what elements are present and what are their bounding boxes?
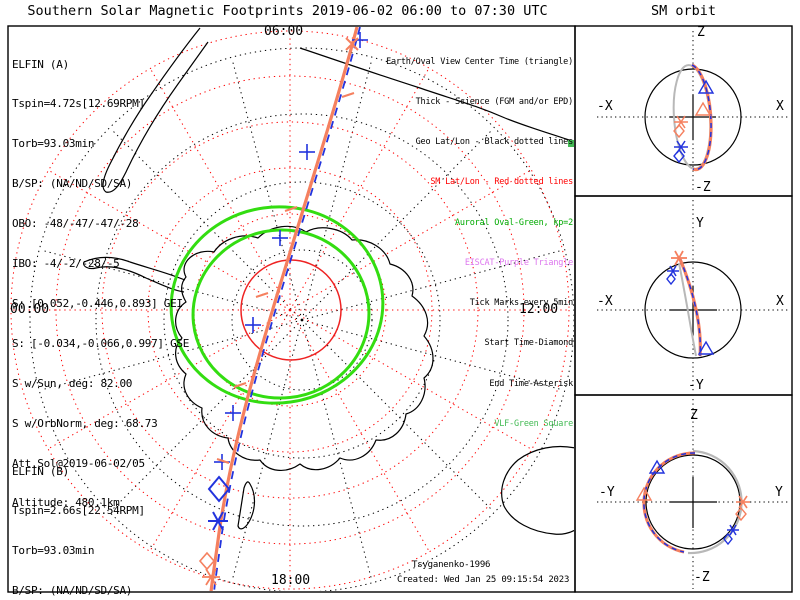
end-asterisk-elfin-a	[208, 511, 228, 531]
diamond-b	[735, 506, 747, 522]
diamond-a	[673, 148, 685, 164]
center-cross	[670, 477, 717, 528]
coastlines	[83, 27, 574, 535]
antarctica-outline	[175, 225, 434, 471]
p1-axis-left: -X	[597, 99, 613, 114]
p2-axis-left: -X	[597, 294, 613, 309]
view-center-triangle-b	[694, 101, 712, 116]
map-legend: Earth/Oval View Center Time (triangle) T…	[386, 29, 573, 458]
elfin-a-tspin: Tspin=4.72s[12.69RPM]	[12, 97, 145, 111]
orbit-elfin-a	[643, 452, 696, 553]
antarctic-peninsula	[83, 256, 186, 293]
view-center-triangle-a	[697, 340, 715, 355]
legend-auroral-oval: Auroral Oval-Green, kp=2	[454, 217, 573, 228]
geo-grid	[29, 47, 574, 591]
orbit-elfin-a	[691, 64, 712, 171]
elfin-a-ibo: IBO: -4/-2/-28/-5	[12, 257, 120, 271]
asterisk-b	[674, 115, 688, 129]
africa-coast	[299, 47, 574, 143]
elfin-a-info-block: ELFIN (A) Tspin=4.72s[12.69RPM] Torb=93.…	[12, 31, 189, 536]
sm-grid	[10, 30, 570, 590]
created-timestamp: Created: Wed Jan 25 09:15:54 2023	[397, 575, 570, 585]
p3-axis-top: Z	[690, 408, 698, 423]
asterisk-b	[671, 250, 687, 266]
australia-coast	[501, 445, 574, 535]
view-center-triangle-b	[635, 486, 653, 501]
footprint-track-elfin-b	[209, 27, 359, 591]
sm-orbit-title: SM orbit	[650, 3, 717, 19]
model-label: Tsyganenko-1996	[412, 560, 491, 570]
start-diamond-elfin-b	[198, 551, 216, 571]
p1-axis-right: X	[776, 99, 784, 114]
legend-thick-science: Thick - Science (FGM and/or EPD)	[415, 97, 574, 108]
elfin-a-s-gse: S: [-0.034,-0.066,0.997] GSE	[12, 336, 190, 350]
elfin-b-label: ELFIN (B)	[12, 464, 69, 478]
legend-geo-grid: Geo Lat/Lon - Black dotted lines	[415, 137, 574, 148]
elfin-b-tspin: Tspin=2.66s[22.54RPM]	[12, 504, 145, 518]
orbit-elfin-a	[679, 258, 702, 357]
elfin-a-altitude: Altitude: 480.1km	[12, 496, 120, 510]
earth-circle	[644, 261, 742, 359]
p3-axis-right: Y	[775, 485, 783, 500]
p3-axis-bottom: -Z	[694, 570, 710, 585]
earth-circle	[644, 68, 742, 166]
orbit-elfin-b	[678, 258, 702, 357]
footprint-track-elfin-a	[213, 27, 361, 591]
view-center-triangle-a	[648, 459, 666, 474]
sm-orbit-panel-xz	[597, 31, 788, 192]
mlt-label-12: 12:00	[519, 302, 559, 317]
asterisk-a	[727, 524, 739, 536]
mlt-label-00: 00:00	[10, 302, 50, 317]
elfin-a-sun-angle: S w/Sun, deg: 82.00	[12, 376, 133, 390]
diamond-a	[723, 532, 733, 546]
mlt-label-06: 06:00	[264, 24, 304, 39]
p2-axis-bottom: -Y	[688, 378, 704, 393]
p1-axis-top: Z	[697, 25, 705, 40]
legend-end-time: End Time-Asterisk	[489, 378, 573, 389]
elfin-a-orbnorm-angle: S w/OrbNorm, deg: 68.73	[12, 416, 158, 430]
legend-vlf: VLF-Green Square	[494, 418, 573, 429]
elfin-a-obo: OBO: -48/-47/-47/-28	[12, 217, 139, 231]
diamond-a	[666, 272, 676, 286]
elfin-b-torb: Torb=93.03min	[12, 544, 95, 558]
elfin-a-bsp: B/SP: (NA/ND/SD/SA)	[12, 177, 133, 191]
elfin-b-info-block: ELFIN (B) Tspin=2.66s[22.54RPM] Torb=93.…	[12, 438, 183, 600]
end-asterisk-elfin-b	[202, 568, 220, 586]
new-zealand-coast	[237, 481, 256, 530]
start-diamond-elfin-a	[207, 475, 231, 503]
diamond-b	[673, 123, 685, 139]
tick-marks-elfin-b	[216, 37, 359, 464]
sm-orbit-panel-yz	[597, 399, 788, 589]
view-center-triangle-a	[697, 79, 715, 94]
legend-center-time: Earth/Oval View Center Time (triangle)	[386, 56, 573, 67]
panel-borders	[7, 25, 793, 593]
elfin-a-torb: Torb=93.03min	[12, 137, 95, 151]
legend-start-time: Start Time-Diamond	[484, 338, 573, 349]
legend-sm-grid: SM Lat/Lon - Red dotted lines	[430, 177, 573, 188]
legend-tick-marks: Tick Marks every 5min	[469, 298, 573, 309]
page-title: Southern Solar Magnetic Footprints 2019-…	[27, 3, 548, 19]
south-america-coast	[102, 27, 209, 193]
p2-axis-right: X	[776, 294, 784, 309]
p1-axis-bottom: -Z	[695, 180, 711, 195]
asterisk-b	[736, 495, 750, 509]
elfin-b-bsp: B/SP: (NA/ND/SD/SA)	[12, 584, 133, 598]
p2-axis-top: Y	[696, 216, 704, 231]
legend-eiscat: EISCAT-Purple Triangle	[464, 257, 573, 268]
elfin-a-s-gei: S: [0.052,-0.446,0.893] GEI	[12, 296, 183, 310]
elfin-a-att-sol: Att.Sol@2019-06-02/05	[12, 456, 145, 470]
vlf-green-square-marker	[568, 140, 574, 147]
asterisk-a	[667, 265, 679, 277]
mlt-label-18: 18:00	[271, 573, 311, 588]
auroral-ovals	[169, 205, 385, 405]
orbit-trail	[678, 262, 697, 357]
sm-orbit-panel-xy	[597, 200, 788, 391]
p3-axis-left: -Y	[599, 485, 615, 500]
elfin-a-label: ELFIN (A)	[12, 57, 69, 71]
